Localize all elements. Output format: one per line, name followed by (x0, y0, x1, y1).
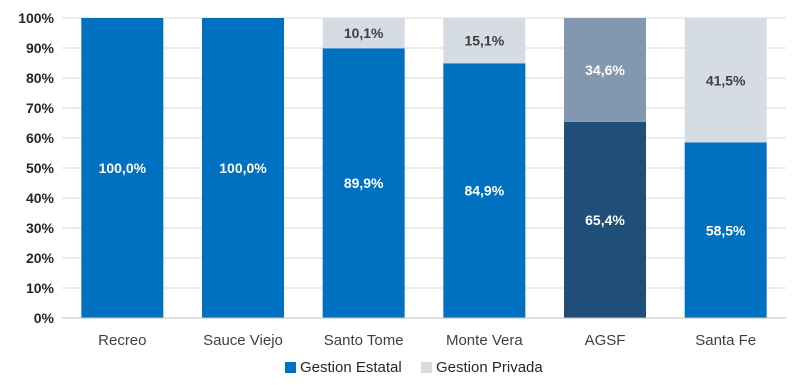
x-category-label: Santo Tome (324, 332, 404, 349)
data-label-privada: 15,1% (464, 33, 504, 49)
bar-gestion-estatal (322, 48, 405, 319)
y-tick-label: 30% (26, 220, 55, 236)
bar-gestion-privada (443, 18, 526, 64)
bar-gestion-estatal (564, 121, 646, 318)
data-label-estatal: 58,5% (706, 222, 746, 238)
data-label-estatal: 84,9% (464, 183, 504, 199)
legend: Gestion Estatal Gestion Privada (285, 359, 543, 376)
y-tick-label: 90% (26, 40, 55, 56)
data-label-estatal: 100,0% (99, 160, 147, 176)
data-label-estatal: 65,4% (585, 212, 625, 228)
x-category-label: Recreo (98, 332, 146, 349)
y-axis: 0% 10% 20% 30% 40% 50% 60% 70% 80% 90% 100% (18, 10, 54, 326)
x-category-label: Santa Fe (695, 332, 756, 349)
data-label-estatal: 100,0% (219, 160, 267, 176)
x-category-label: Monte Vera (446, 332, 523, 349)
legend-swatch-estatal (285, 362, 296, 373)
legend-label-estatal: Gestion Estatal (300, 359, 402, 376)
y-tick-label: 10% (26, 280, 55, 296)
y-tick-label: 40% (26, 190, 55, 206)
bar-gestion-privada (684, 18, 767, 143)
legend-swatch-privada (421, 362, 432, 373)
bar-gestion-privada (564, 18, 646, 122)
y-tick-label: 100% (18, 10, 54, 26)
gridlines (62, 17, 786, 289)
bars: 100,0% 100,0% 89,9% 10,1% 84,9% 15,1% 65,4% 34,… (81, 18, 767, 319)
bar-gestion-estatal (684, 142, 767, 318)
y-tick-label: 20% (26, 250, 55, 266)
bar-gestion-estatal (81, 18, 164, 318)
data-label-privada: 34,6% (585, 62, 625, 78)
x-category-label: AGSF (585, 332, 626, 349)
bar-gestion-estatal (202, 18, 284, 318)
y-tick-label: 0% (34, 310, 55, 326)
x-axis: Recreo Sauce Viejo Santo Tome Monte Vera AGS… (62, 317, 786, 349)
bar-gestion-estatal (443, 63, 526, 318)
y-tick-label: 80% (26, 70, 55, 86)
y-tick-label: 60% (26, 130, 55, 146)
bar-gestion-privada (322, 18, 405, 49)
y-tick-label: 70% (26, 100, 55, 116)
y-tick-label: 50% (26, 160, 55, 176)
data-label-privada: 10,1% (344, 25, 384, 41)
data-label-privada: 41,5% (706, 72, 746, 88)
legend-label-privada: Gestion Privada (436, 359, 543, 376)
data-label-estatal: 89,9% (344, 175, 384, 191)
x-category-label: Sauce Viejo (203, 332, 283, 349)
